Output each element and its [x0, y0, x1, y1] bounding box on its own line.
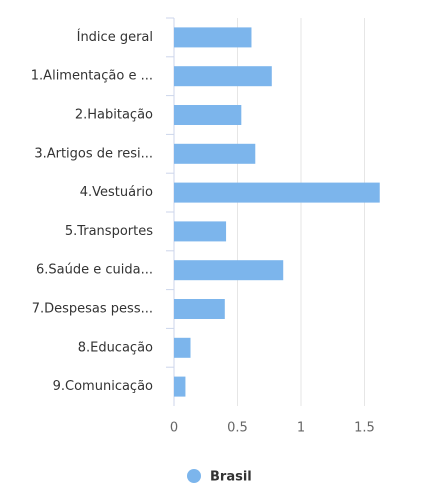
y-tick-label: 3.Artigos de resi... — [34, 146, 153, 161]
bar — [174, 337, 191, 358]
legend-label: Brasil — [210, 470, 252, 484]
bar — [174, 143, 256, 164]
bar — [174, 299, 225, 319]
y-tick-label: 8.Educação — [78, 340, 153, 355]
bar — [174, 66, 272, 87]
x-tick-label: 0.5 — [227, 421, 248, 436]
y-tick-label: Índice geral — [77, 29, 153, 45]
bar — [174, 182, 380, 203]
x-tick-label: 1.5 — [354, 421, 375, 436]
bar — [174, 260, 284, 281]
y-tick-label: 5.Transportes — [65, 224, 153, 239]
y-tick-label: 7.Despesas pess... — [32, 302, 153, 317]
bar — [174, 27, 252, 48]
bar — [174, 105, 242, 125]
x-tick-label: 1 — [297, 421, 305, 436]
y-tick-label: 2.Habitação — [75, 108, 153, 123]
y-tick-label: 4.Vestuário — [80, 185, 153, 200]
bar — [174, 376, 186, 397]
y-tick-label: 6.Saúde e cuida... — [36, 263, 153, 278]
legend-marker — [187, 469, 201, 483]
x-tick-label: 0 — [170, 421, 178, 436]
y-tick-label: 1.Alimentação e ... — [31, 69, 153, 84]
bar — [174, 221, 227, 242]
y-tick-label: 9.Comunicação — [53, 379, 153, 394]
